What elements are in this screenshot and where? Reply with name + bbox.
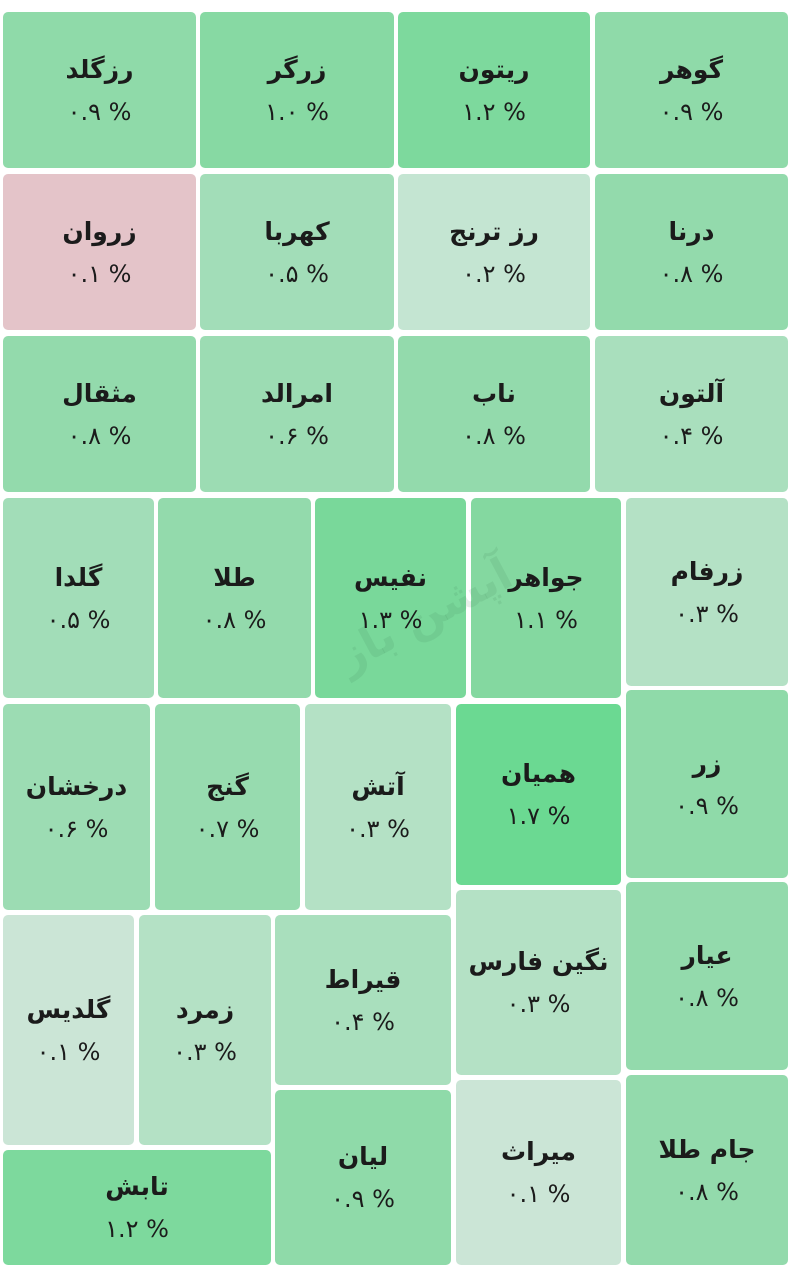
fund-name: جام طلا <box>658 1134 756 1164</box>
fund-tile[interactable]: قیراط ۰.۴ % <box>275 915 451 1085</box>
fund-change: ۰.۸ % <box>675 1177 739 1206</box>
fund-tile[interactable]: رز ترنج ۰.۲ % <box>398 174 590 330</box>
fund-change: ۰.۴ % <box>659 421 724 450</box>
fund-change: ۰.۹ % <box>331 1185 395 1213</box>
fund-tile[interactable]: زرفام ۰.۳ % <box>626 498 788 686</box>
fund-tile[interactable]: گلدیس ۰.۱ % <box>3 915 134 1145</box>
fund-tile[interactable]: آتش ۰.۳ % <box>305 704 451 910</box>
fund-tile[interactable]: درنا ۰.۸ % <box>595 174 788 330</box>
fund-name: مثقال <box>62 378 137 408</box>
fund-change: ۰.۳ % <box>506 990 571 1018</box>
fund-change: ۰.۶ % <box>265 421 329 450</box>
fund-change: ۰.۵ % <box>265 259 329 288</box>
fund-change: ۰.۵ % <box>46 605 111 634</box>
fund-tile[interactable]: کهربا ۰.۵ % <box>200 174 394 330</box>
fund-change: ۰.۹ % <box>659 97 724 126</box>
fund-tile[interactable]: گوهر ۰.۹ % <box>595 12 788 168</box>
fund-tile[interactable]: طلا ۰.۸ % <box>158 498 311 698</box>
fund-change: ۰.۶ % <box>44 814 109 843</box>
fund-name: گلدا <box>54 562 103 592</box>
fund-tile[interactable]: زر ۰.۹ % <box>626 690 788 878</box>
fund-name: زرفام <box>670 556 744 586</box>
fund-name: طلا <box>213 562 256 592</box>
fund-name: گوهر <box>659 54 724 84</box>
fund-name: زمرد <box>175 994 235 1024</box>
fund-change: ۰.۱ % <box>506 1180 571 1208</box>
fund-change: ۰.۴ % <box>331 1007 395 1036</box>
fund-change: ۰.۱ % <box>36 1037 101 1066</box>
fund-name: لیان <box>337 1142 389 1171</box>
fund-tile[interactable]: آلتون ۰.۴ % <box>595 336 788 492</box>
fund-tile[interactable]: گنج ۰.۷ % <box>155 704 300 910</box>
fund-name: نفیس <box>354 562 427 592</box>
fund-tile[interactable]: زروان ۰.۱ % <box>3 174 196 330</box>
fund-name: همیان <box>500 759 577 788</box>
fund-name: آتش <box>351 771 405 801</box>
fund-change: ۱.۱ % <box>514 605 578 634</box>
fund-change: ۱.۰ % <box>265 97 329 126</box>
fund-change: ۰.۸ % <box>202 605 267 634</box>
fund-change: ۰.۷ % <box>195 814 260 843</box>
fund-tile[interactable]: درخشان ۰.۶ % <box>3 704 150 910</box>
fund-change: ۱.۲ % <box>105 1215 169 1243</box>
fund-name: درخشان <box>25 771 128 801</box>
fund-tile[interactable]: زمرد ۰.۳ % <box>139 915 271 1145</box>
fund-name: جواهر <box>508 562 584 592</box>
fund-tile[interactable]: جواهر ۱.۱ % <box>471 498 621 698</box>
fund-tile[interactable]: ناب ۰.۸ % <box>398 336 590 492</box>
fund-tile[interactable]: مثقال ۰.۸ % <box>3 336 196 492</box>
fund-change: ۰.۹ % <box>675 791 739 820</box>
fund-name: رزگلد <box>65 54 134 84</box>
fund-tile[interactable]: نگین فارس ۰.۳ % <box>456 890 621 1075</box>
fund-change: ۰.۳ % <box>675 599 739 628</box>
fund-tile[interactable]: زرگر ۱.۰ % <box>200 12 394 168</box>
fund-tile[interactable]: همیان ۱.۷ % <box>456 704 621 885</box>
fund-change: ۰.۳ % <box>173 1037 237 1066</box>
fund-name: درنا <box>668 216 715 246</box>
fund-tile[interactable]: امرالد ۰.۶ % <box>200 336 394 492</box>
fund-tile[interactable]: رزگلد ۰.۹ % <box>3 12 196 168</box>
fund-tile[interactable]: ریتون ۱.۲ % <box>398 12 590 168</box>
fund-tile[interactable]: عیار ۰.۸ % <box>626 882 788 1070</box>
fund-change: ۰.۲ % <box>462 259 526 288</box>
fund-name: ناب <box>472 378 516 408</box>
fund-change: ۱.۲ % <box>462 97 526 126</box>
fund-tile[interactable]: لیان ۰.۹ % <box>275 1090 451 1265</box>
fund-tile[interactable]: نفیس ۱.۳ % <box>315 498 466 698</box>
fund-tile[interactable]: گلدا ۰.۵ % <box>3 498 154 698</box>
fund-change: ۰.۸ % <box>67 421 132 450</box>
fund-name: زروان <box>62 216 137 246</box>
fund-change: ۱.۷ % <box>506 802 571 830</box>
fund-name: میراث <box>501 1137 576 1166</box>
fund-name: زرگر <box>267 54 327 84</box>
fund-name: عیار <box>681 940 733 970</box>
fund-name: گنج <box>206 771 249 801</box>
fund-name: تابش <box>105 1172 169 1201</box>
fund-name: نگین فارس <box>468 947 609 976</box>
fund-tile[interactable]: تابش ۱.۲ % <box>3 1150 271 1265</box>
fund-name: قیراط <box>324 964 402 994</box>
fund-tile[interactable]: میراث ۰.۱ % <box>456 1080 621 1265</box>
fund-change: ۱.۳ % <box>358 605 423 634</box>
fund-name: کهربا <box>264 216 330 246</box>
fund-change: ۰.۸ % <box>675 983 739 1012</box>
fund-name: رز ترنج <box>449 216 539 246</box>
fund-tile[interactable]: جام طلا ۰.۸ % <box>626 1075 788 1265</box>
fund-change: ۰.۱ % <box>67 259 132 288</box>
fund-name: گلدیس <box>26 994 111 1024</box>
fund-change: ۰.۳ % <box>346 814 410 843</box>
fund-change: ۰.۹ % <box>67 97 132 126</box>
fund-name: امرالد <box>261 378 333 408</box>
fund-name: زر <box>692 748 722 778</box>
fund-change: ۰.۸ % <box>462 421 526 450</box>
fund-name: ریتون <box>458 54 530 84</box>
fund-change: ۰.۸ % <box>659 259 724 288</box>
fund-name: آلتون <box>658 378 725 408</box>
